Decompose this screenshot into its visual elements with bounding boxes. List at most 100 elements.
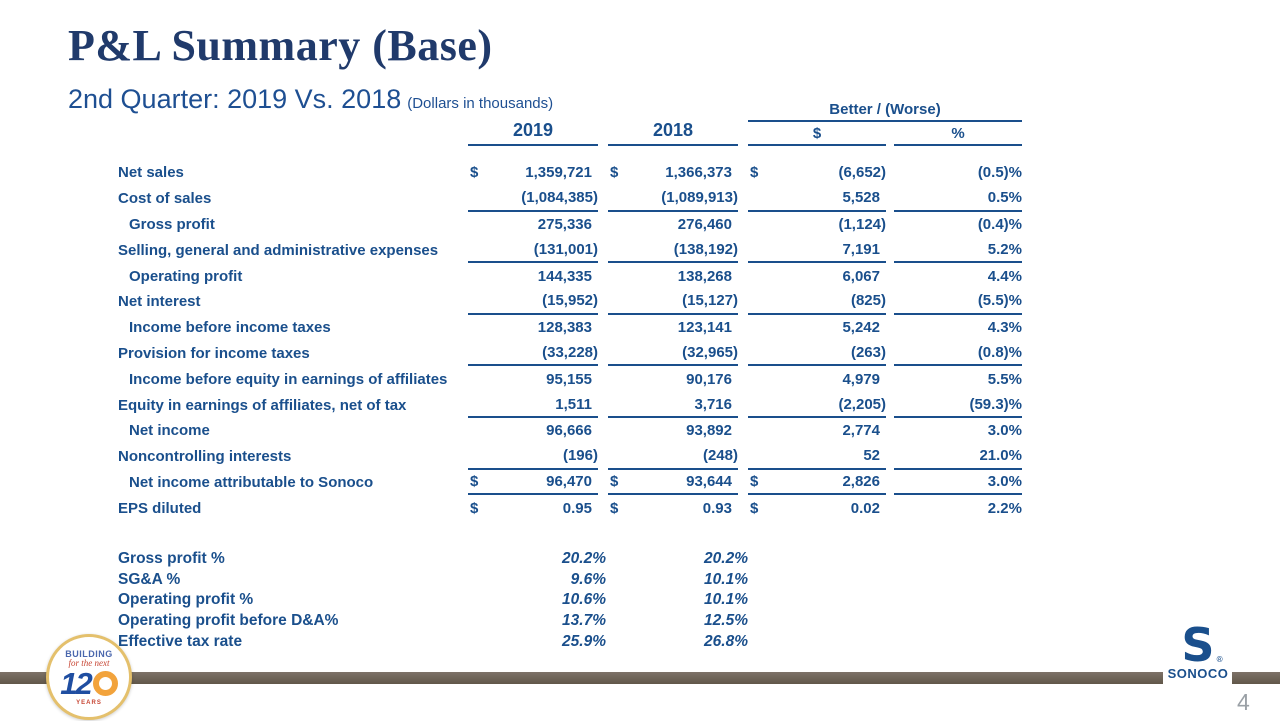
row-label: Selling, general and administrative expe… (118, 241, 439, 259)
cell-2019: 95,155 (546, 370, 592, 388)
cell-better-percent: 3.0% (894, 470, 1022, 496)
ratio-label: Operating profit before D&A% (118, 612, 339, 630)
cell-2019: $1,359,721 (470, 164, 592, 182)
cell-2019: (131,001) (468, 237, 598, 264)
cell-better-dollar: 52 (748, 444, 886, 470)
badge-years-label: YEARS (76, 699, 102, 706)
table-row: Provision for income taxes (33,228) (32,… (118, 341, 1022, 367)
cell-2018: $1,366,373 (610, 164, 732, 182)
cell-better-percent: (59.3)% (894, 392, 1022, 418)
ratio-label: Gross profit % (118, 550, 225, 568)
row-label: Net income attributable to Sonoco (129, 473, 374, 491)
ratio-value-2018: 26.8% (704, 632, 748, 650)
row-label: EPS diluted (118, 499, 202, 517)
cell-better-dollar: $2,826 (748, 470, 886, 496)
cell-better-percent: 3.0% (987, 422, 1022, 440)
cell-2019: 1,511 (468, 392, 598, 418)
table-row: Net income attributable to Sonoco $96,47… (118, 470, 1022, 496)
row-label: Noncontrolling interests (118, 448, 292, 466)
ratio-label: Effective tax rate (118, 632, 243, 650)
table-row: Income before equity in earnings of affi… (118, 366, 1022, 392)
table-row: Gross profit 275,336 276,460 (1,124) (0.… (118, 212, 1022, 238)
registered-mark: ® (1215, 655, 1224, 665)
ratio-value-2018: 20.2% (704, 550, 748, 568)
badge-number-text: 12 (60, 665, 93, 701)
cell-2018: 138,268 (677, 267, 732, 285)
cell-better-dollar: $ (6,652) (750, 164, 886, 182)
badge-for-the-next-label: for the next (68, 657, 110, 668)
ratio-value-2018: 12.5% (704, 612, 748, 630)
cell-better-percent: (5.5)% (894, 289, 1022, 315)
column-header-percent: % (894, 125, 1022, 146)
cell-2019: $96,470 (468, 470, 598, 496)
sun-zero-icon (92, 670, 118, 696)
column-header-dollar: $ (748, 125, 886, 146)
cell-2018: (248) (608, 444, 738, 470)
sonoco-s-emblem-icon: S ® (1181, 618, 1224, 672)
dollar-sign: $ (750, 499, 759, 517)
table-row: Net income 96,666 93,892 2,774 3.0% (118, 418, 1022, 444)
cell-better-percent: (0.4)% (977, 215, 1022, 233)
footer-bar-right (1232, 672, 1280, 684)
cell-better-percent: 5.2% (894, 237, 1022, 264)
row-label: Provision for income taxes (118, 344, 310, 362)
cell-better-dollar: (2,205) (748, 392, 886, 418)
table-row: Selling, general and administrative expe… (118, 237, 1022, 264)
cell-better-percent: 5.5% (987, 370, 1022, 388)
ratio-label: Operating profit % (118, 591, 254, 609)
row-label: Net interest (118, 293, 201, 311)
ratio-row: Gross profit % 20.2% 20.2% (118, 549, 766, 570)
cell-2018: 123,141 (677, 319, 732, 337)
cell-better-dollar: 7,191 (748, 237, 886, 264)
cell-2019: (196) (468, 444, 598, 470)
table-row: Operating profit 144,335 138,268 6,067 4… (118, 263, 1022, 289)
pl-table-rows: Net sales $1,359,721 $1,366,373 $ (6,652)… (118, 160, 1022, 521)
cell-better-percent: 2.2% (987, 499, 1022, 517)
dollar-sign: $ (610, 164, 619, 182)
ratio-row: Operating profit % 10.6% 10.1% (118, 590, 766, 611)
ratio-label: SG&A % (118, 570, 181, 588)
cell-better-dollar: 2,774 (842, 422, 880, 440)
ratio-row: Operating profit before D&A% 13.7% 12.5% (118, 611, 766, 632)
cell-better-percent: (0.5)% (977, 164, 1022, 182)
cell-2018: (15,127) (608, 289, 738, 315)
cell-2018: (138,192) (608, 237, 738, 264)
sonoco-logo: S ® SONOCO (1164, 618, 1232, 681)
cell-2018: (1,089,913) (608, 186, 738, 212)
ratio-row: Effective tax rate 25.9% 26.8% (118, 631, 766, 652)
row-label: Cost of sales (118, 190, 212, 208)
ratio-value-2018: 10.1% (704, 570, 748, 588)
row-label: Equity in earnings of affiliates, net of… (118, 396, 407, 414)
row-label: Income before income taxes (129, 319, 331, 337)
column-header-2019: 2019 (468, 118, 598, 146)
subtitle-line: 2nd Quarter: 2019 Vs. 2018 (Dollars in th… (68, 84, 553, 115)
dollar-sign: $ (470, 472, 479, 490)
cell-2019: (15,952) (468, 289, 598, 315)
cell-2018: (32,965) (608, 341, 738, 367)
cell-2018: 276,460 (677, 215, 732, 233)
dollar-sign: $ (470, 499, 479, 517)
cell-2019: 144,335 (537, 267, 592, 285)
cell-2018: 93,892 (686, 422, 732, 440)
dollar-sign: $ (750, 164, 759, 182)
table-row: Net interest (15,952) (15,127) (825) (5.… (118, 289, 1022, 315)
cell-better-dollar: (263) (748, 341, 886, 367)
ratio-value-2019: 10.6% (562, 591, 606, 609)
cell-2019: 96,666 (546, 422, 592, 440)
ratio-value-2018: 10.1% (704, 591, 748, 609)
table-row: Cost of sales (1,084,385) (1,089,913) 5,… (118, 186, 1022, 212)
cell-2019: 275,336 (537, 215, 592, 233)
cell-better-dollar: 5,242 (842, 319, 880, 337)
column-header-2018: 2018 (608, 118, 738, 146)
ratio-value-2019: 13.7% (562, 612, 606, 630)
badge-building-label: BUILDING (65, 648, 113, 659)
dollar-sign: $ (470, 164, 479, 182)
row-label: Income before equity in earnings of affi… (129, 370, 448, 388)
ratio-rows: Gross profit % 20.2% 20.2% SG&A % 9.6% 1… (118, 549, 766, 652)
ratio-value-2019: 9.6% (570, 570, 606, 588)
cell-2019: $0.95 (470, 499, 592, 517)
table-row: Income before income taxes 128,383 123,1… (118, 315, 1022, 341)
ratio-row: SG&A % 9.6% 10.1% (118, 570, 766, 591)
sonoco-wordmark: SONOCO (1167, 665, 1229, 681)
cell-better-percent: (0.8)% (894, 341, 1022, 367)
